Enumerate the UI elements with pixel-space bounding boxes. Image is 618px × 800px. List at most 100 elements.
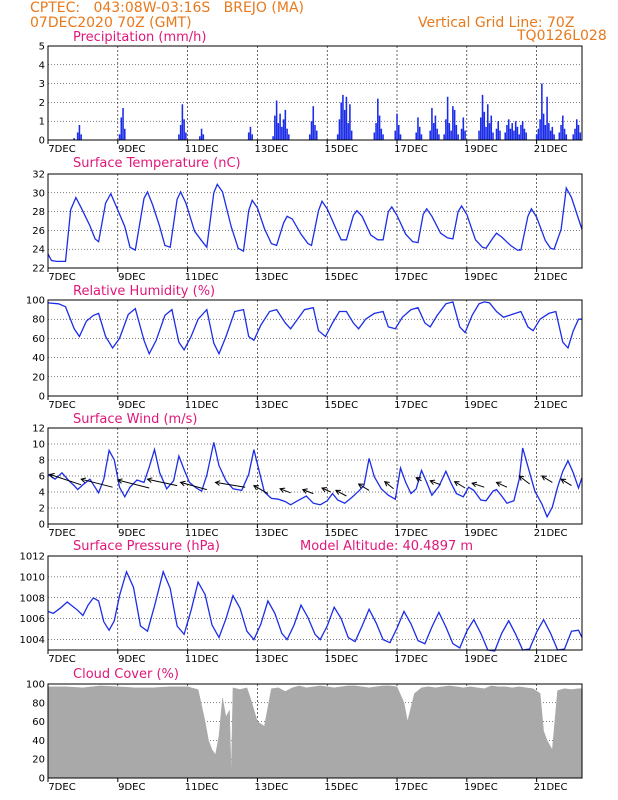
cloud-ytick-label: 20 <box>32 755 45 766</box>
rh-panel: 0 20 40 60 80 100 7DEC 9DEC 11DEC 13DEC 15DEC 17DEC… <box>26 284 583 411</box>
precip-bar <box>286 128 288 140</box>
temp-xtick-label: 11DEC <box>185 272 219 283</box>
precip-bar <box>432 123 435 140</box>
rh-title: Relative Humidity (%) <box>73 284 215 299</box>
wind-arrow-head <box>301 488 308 494</box>
precip-bar <box>562 115 564 140</box>
rh-xtick-label: 7DEC <box>48 400 75 411</box>
wind-ytick-label: 4 <box>39 488 45 499</box>
precip-bar <box>342 94 344 140</box>
precip-bar <box>445 119 447 140</box>
wind-arrow-head <box>146 477 153 483</box>
precip-bar <box>438 134 440 140</box>
precip-bar <box>345 96 348 140</box>
precip-bar <box>541 83 543 140</box>
precip-bar <box>490 115 493 140</box>
temp-ytick-label: 26 <box>32 226 45 237</box>
wind-ytick-label: 2 <box>39 504 45 515</box>
wind-ytick-label: 8 <box>39 456 45 467</box>
precip-bar <box>577 124 580 140</box>
precip-bar <box>575 119 578 140</box>
rh-xtick-label: 19DEC <box>464 400 498 411</box>
rh-ytick-label: 40 <box>32 353 45 364</box>
precip-bar <box>249 126 252 140</box>
wind-arrow-shaft <box>471 482 485 488</box>
wind-arrow-shaft <box>496 481 508 488</box>
wind-arrow-head <box>279 487 286 493</box>
temp-xtick-label: 19DEC <box>464 272 498 283</box>
precip-bar <box>315 130 318 140</box>
cloud-xtick-label: 19DEC <box>464 782 498 793</box>
rh-xtick-label: 11DEC <box>185 400 219 411</box>
precip-xtick-label: 7DEC <box>48 144 75 155</box>
temp-xtick-label: 13DEC <box>255 272 289 283</box>
pressure-ytick-label: 1006 <box>20 614 45 625</box>
pressure-ytick-label: 1012 <box>20 552 45 563</box>
precip-bar <box>574 128 576 140</box>
wind-xtick-label: 17DEC <box>394 528 428 539</box>
cloud-ytick-label: 60 <box>32 717 45 728</box>
temp-ytick-label: 22 <box>32 264 45 275</box>
rh-ytick-label: 80 <box>32 315 45 326</box>
precip-bar <box>497 121 500 140</box>
precip-bar <box>277 123 280 140</box>
cloud-ytick-label: 80 <box>32 698 45 709</box>
rh-xtick-label: 13DEC <box>255 400 289 411</box>
pressure-xtick-label: 15DEC <box>324 654 358 665</box>
precip-bar <box>509 128 512 140</box>
pressure-xtick-label: 17DEC <box>394 654 428 665</box>
grid-line-note: Vertical Grid Line: 70Z <box>418 15 575 31</box>
precip-bar <box>181 104 184 140</box>
precip-bar <box>394 130 397 140</box>
station-header: CPTEC: 043:08W-03:16S BREJO (MA) <box>30 0 304 16</box>
precip-bar <box>455 124 458 140</box>
wind-xtick-label: 11DEC <box>185 528 219 539</box>
wind-arrow-shaft <box>541 475 553 483</box>
precip-bar <box>396 113 398 140</box>
wind-xtick-label: 9DEC <box>118 528 145 539</box>
cloud-title: Cloud Cover (%) <box>73 667 179 682</box>
precip-bar <box>553 134 555 140</box>
precip-xtick-label: 11DEC <box>185 144 219 155</box>
wind-arrow-shaft <box>560 478 572 487</box>
pressure-xtick-label: 7DEC <box>48 654 75 665</box>
model-code: TQ0126L028 <box>517 28 607 44</box>
precip-bar <box>492 132 494 140</box>
cloud-cover-area <box>47 685 583 779</box>
wind-arrow-shaft <box>49 473 82 486</box>
wind-arrow-shaft <box>429 480 441 486</box>
pressure-title: Surface Pressure (hPa) <box>73 539 220 554</box>
wind-arrow-shaft <box>81 478 113 488</box>
precip-ytick-label: 2 <box>39 98 45 109</box>
precip-bar <box>272 136 274 140</box>
wind-arrow-head <box>453 481 460 487</box>
precip-bar <box>462 117 465 140</box>
temp-xtick-label: 17DEC <box>394 272 428 283</box>
wind-arrow-head <box>214 480 221 486</box>
precip-bar <box>542 113 545 140</box>
pressure-ytick-label: 1008 <box>20 593 45 604</box>
precip-bar <box>349 104 351 140</box>
wind-arrow-shaft <box>253 485 269 495</box>
precip-bar <box>520 124 522 140</box>
wind-xtick-label: 13DEC <box>255 528 289 539</box>
precip-bar <box>199 136 201 140</box>
wind-ytick-label: 6 <box>39 472 45 483</box>
precip-bar <box>560 124 562 140</box>
precip-bar <box>495 128 498 140</box>
wind-arrow-head <box>321 487 328 493</box>
pressure-ytick-label: 1010 <box>20 572 45 583</box>
precip-bar <box>282 119 285 140</box>
precip-bar <box>185 132 187 140</box>
wind-arrow-shaft <box>518 475 530 485</box>
wind-xtick-label: 15DEC <box>324 528 358 539</box>
precip-bar <box>347 123 349 140</box>
temp-ytick-label: 28 <box>32 207 45 218</box>
pressure-panel: 1004 1006 1008 1010 1012 7DEC 9DEC 11DEC 13DEC 15… <box>20 539 583 665</box>
rh-ytick-label: 60 <box>32 334 45 345</box>
temp-frame <box>47 173 583 269</box>
precip-bar <box>544 124 547 140</box>
temp-title: Surface Temperature (nC) <box>73 156 241 171</box>
wind-arrow-head <box>471 481 478 488</box>
precip-xtick-label: 21DEC <box>534 144 568 155</box>
